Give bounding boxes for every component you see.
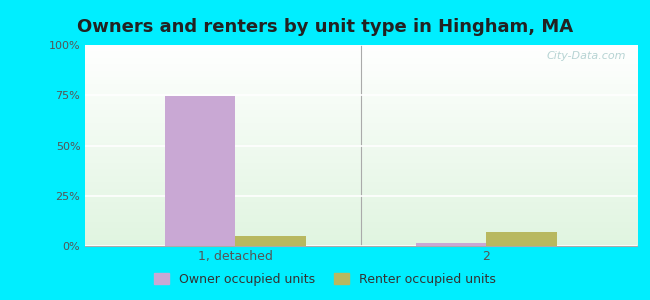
Text: City-Data.com: City-Data.com [547,51,626,61]
Bar [165,96,235,246]
Bar [235,236,306,246]
Legend: Owner occupied units, Renter occupied units: Owner occupied units, Renter occupied un… [149,268,501,291]
Bar [416,243,486,246]
Text: Owners and renters by unit type in Hingham, MA: Owners and renters by unit type in Hingh… [77,18,573,36]
Bar [486,232,556,246]
